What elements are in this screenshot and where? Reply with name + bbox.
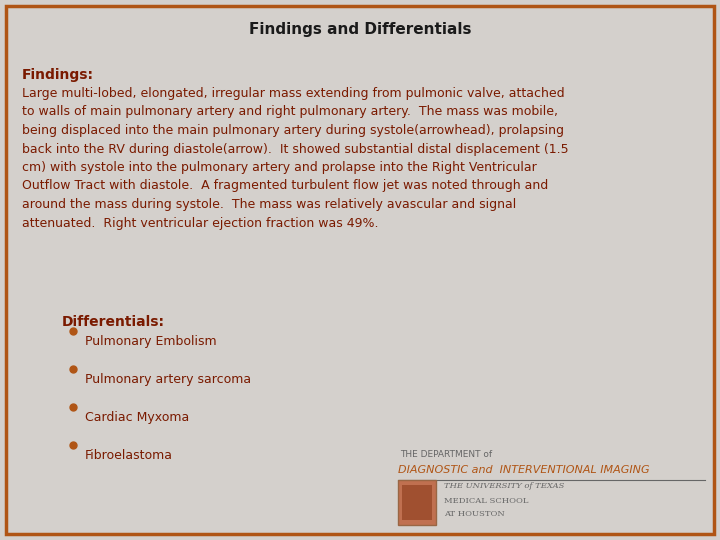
Text: Pulmonary artery sarcoma: Pulmonary artery sarcoma (85, 373, 251, 386)
FancyBboxPatch shape (6, 6, 714, 534)
Text: THE DEPARTMENT of: THE DEPARTMENT of (400, 450, 492, 459)
Text: Findings:: Findings: (22, 68, 94, 82)
Text: Findings and Differentials: Findings and Differentials (248, 22, 472, 37)
Text: THE UNIVERSITY of TEXAS: THE UNIVERSITY of TEXAS (444, 482, 564, 490)
Text: DIAGNOSTIC and  INTERVENTIONAL IMAGING: DIAGNOSTIC and INTERVENTIONAL IMAGING (398, 465, 649, 475)
FancyBboxPatch shape (398, 480, 436, 525)
Text: AT HOUSTON: AT HOUSTON (444, 510, 505, 518)
Text: Fibroelastoma: Fibroelastoma (85, 449, 173, 462)
Text: Large multi-lobed, elongated, irregular mass extending from pulmonic valve, atta: Large multi-lobed, elongated, irregular … (22, 87, 569, 230)
Text: Differentials:: Differentials: (62, 315, 165, 329)
FancyBboxPatch shape (402, 485, 432, 520)
Text: MEDICAL SCHOOL: MEDICAL SCHOOL (444, 497, 528, 505)
Text: Cardiac Myxoma: Cardiac Myxoma (85, 411, 189, 424)
Text: Pulmonary Embolism: Pulmonary Embolism (85, 335, 217, 348)
